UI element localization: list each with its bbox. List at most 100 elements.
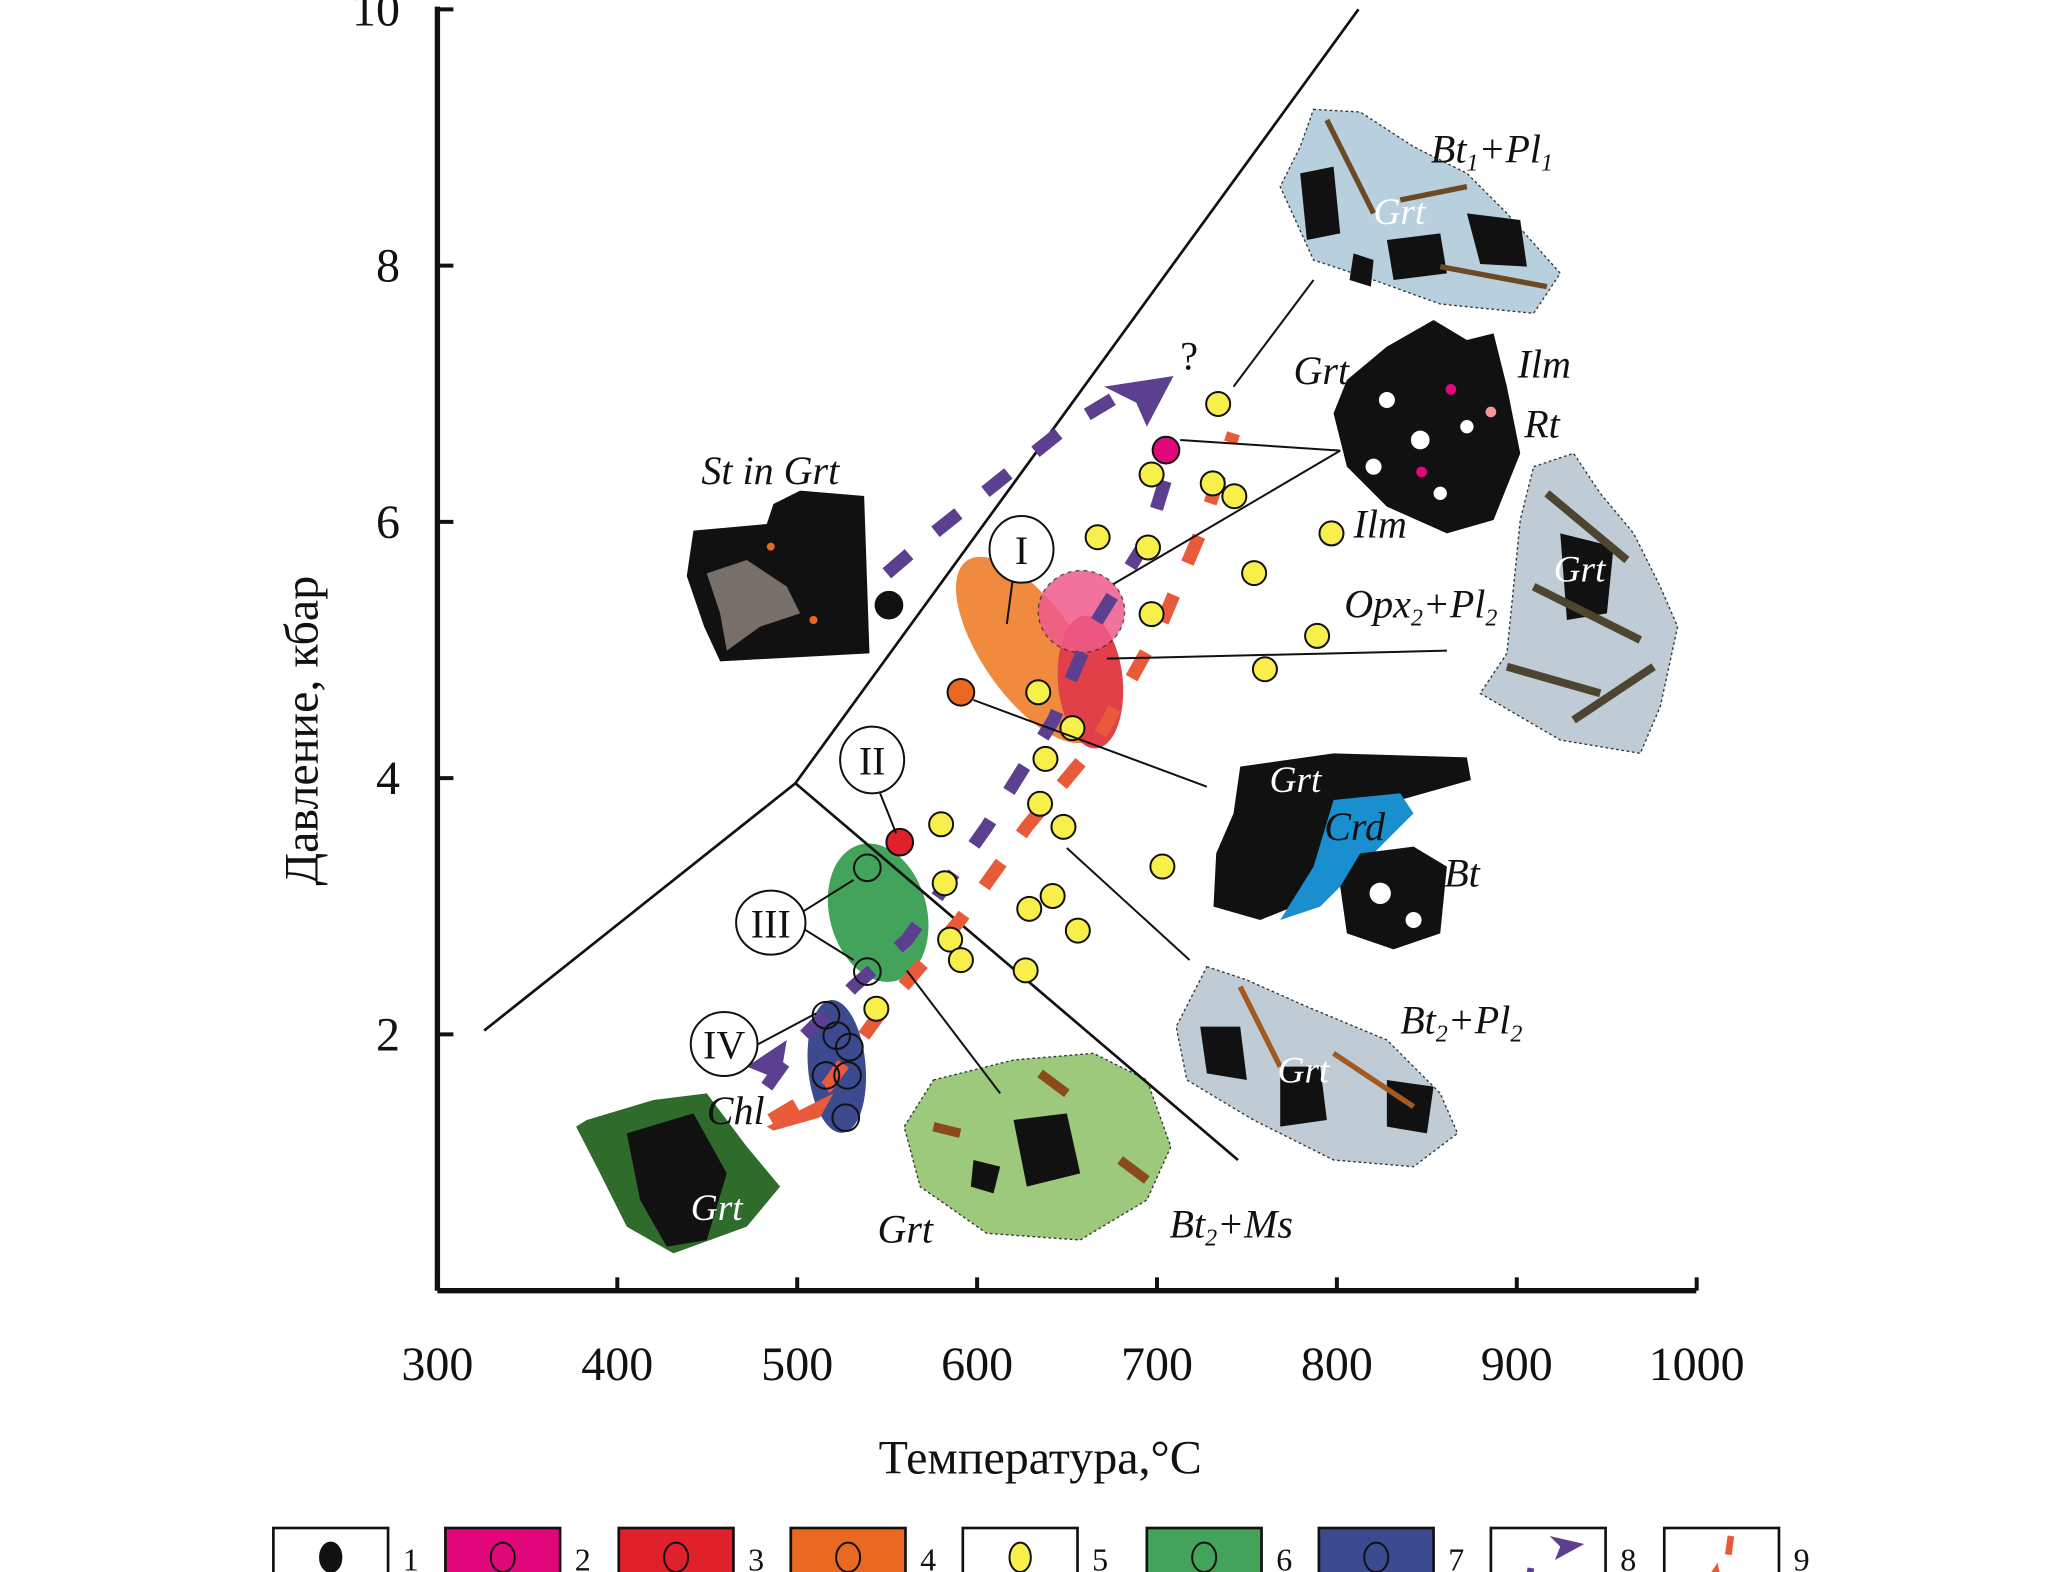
x-axis-title: Температура,°C	[879, 1431, 1202, 1484]
point-group-7	[811, 1061, 841, 1090]
rock-st-in-grt	[686, 490, 870, 662]
roman-II: II	[859, 739, 886, 784]
roman-IV: IV	[703, 1023, 745, 1068]
data-points	[811, 390, 1345, 1133]
field-2	[1037, 569, 1126, 654]
purple-dash-icon	[1526, 1567, 1535, 1572]
point-group-5	[1304, 622, 1331, 649]
label-grt-1: Grt	[1374, 192, 1427, 233]
label-bt1-pl1: Bt1+Pl1	[1431, 127, 1553, 177]
x-tick-label: 700	[1121, 1338, 1193, 1391]
annotations: St in Grt ? Bt1+Pl1 Grt Grt Ilm Rt Ilm G…	[689, 127, 1607, 1252]
rock-chl-grt	[576, 1093, 781, 1254]
red-arrow-icon	[1711, 1562, 1720, 1572]
legend-marker-icon	[663, 1541, 690, 1572]
x-tick-label: 400	[581, 1338, 653, 1391]
point-group-5	[1138, 461, 1165, 488]
point-group-5	[947, 947, 974, 974]
red-dash-icon	[1724, 1535, 1735, 1556]
label-ilm-1: Ilm	[1517, 341, 1571, 386]
point-group-5	[1134, 534, 1161, 561]
legend-label-1: 1	[403, 1542, 419, 1572]
pointer-arrows	[752, 279, 1447, 1094]
trend-9-red	[766, 431, 1240, 1131]
legend-swatch-7	[1317, 1526, 1435, 1572]
point-group-5	[1050, 813, 1077, 840]
label-rt: Rt	[1523, 401, 1560, 446]
point-group-7	[835, 1032, 864, 1062]
point-group-5	[1027, 790, 1054, 817]
point-group-2	[1151, 435, 1181, 465]
label-bt2-ms: Bt2+Ms	[1170, 1201, 1293, 1251]
roman-I: I	[1015, 528, 1028, 573]
label-question: ?	[1180, 333, 1198, 378]
label-bt: Bt	[1444, 851, 1480, 896]
legend-label-4: 4	[920, 1542, 936, 1572]
legend-label-6: 6	[1276, 1542, 1292, 1572]
point-group-5	[1221, 483, 1248, 510]
point-group-1	[874, 590, 904, 620]
legend-marker-icon	[1363, 1541, 1390, 1572]
label-grt-2: Grt	[1294, 348, 1350, 393]
legend-marker-icon	[1008, 1541, 1032, 1572]
label-opx2-pl2: Opx2+Pl2	[1344, 581, 1497, 631]
point-group-5	[931, 870, 958, 897]
x-tick-label: 900	[1481, 1338, 1553, 1391]
label-chl: Chl	[707, 1088, 765, 1133]
point-group-5	[1025, 679, 1052, 706]
legend-marker-icon	[489, 1541, 516, 1572]
x-tick-label: 1000	[1649, 1338, 1745, 1391]
y-tick-label: 10	[352, 0, 400, 36]
point-group-6	[853, 957, 882, 986]
label-crd: Crd	[1324, 804, 1386, 849]
legend-label-5: 5	[1092, 1542, 1108, 1572]
y-tick-label: 8	[376, 240, 400, 293]
point-group-5	[1084, 524, 1111, 551]
point-group-6	[853, 853, 882, 883]
legend-label-9: 9	[1794, 1542, 1810, 1572]
legend-swatch-8	[1489, 1526, 1607, 1572]
point-group-5	[1205, 390, 1232, 417]
legend: 1 2 3 4 5 6 7 8 9	[272, 1526, 1810, 1572]
legend-swatch-6	[1145, 1526, 1263, 1572]
point-group-5	[1138, 601, 1165, 628]
point-group-4	[946, 677, 976, 707]
purple-arrow-icon	[1549, 1536, 1585, 1560]
point-group-5	[1039, 883, 1066, 910]
label-grt-3: Grt	[1554, 549, 1607, 590]
ticks: 300 400 500 600 700 800 900 1000 2 4 6 8 10	[352, 0, 1745, 1391]
point-group-5	[937, 926, 964, 953]
roman-labels	[689, 514, 1055, 1077]
point-group-5	[863, 995, 890, 1022]
point-group-5	[928, 811, 955, 838]
y-axis-title: Давление, кбар	[275, 576, 328, 886]
point-group-5	[1064, 917, 1091, 944]
legend-swatch-4	[789, 1526, 907, 1572]
rock-opx2-pl2	[1479, 452, 1679, 755]
label-grt-7: Grt	[691, 1188, 744, 1229]
rock-bt2-ms	[903, 1052, 1172, 1241]
point-group-5	[1012, 957, 1039, 984]
point-group-5	[1032, 745, 1059, 772]
legend-label-3: 3	[748, 1542, 764, 1572]
axes	[434, 6, 1697, 1294]
x-tick-label: 500	[761, 1338, 833, 1391]
point-group-7	[833, 1061, 862, 1090]
point-group-3	[885, 827, 915, 857]
label-st-in-grt: St in Grt	[701, 448, 840, 493]
point-group-5	[1241, 560, 1268, 587]
label-grt-5: Grt	[1278, 1051, 1331, 1092]
point-group-5	[1199, 470, 1226, 497]
legend-marker-icon	[1191, 1541, 1218, 1572]
legend-swatch-9	[1662, 1526, 1781, 1572]
rock-bt2-pl2	[1175, 965, 1459, 1168]
x-tick-label: 600	[941, 1338, 1013, 1391]
label-bt2-pl2: Bt2+Pl2	[1400, 997, 1522, 1047]
label-grt-6: Grt	[877, 1207, 933, 1252]
legend-marker-icon	[835, 1541, 862, 1572]
point-group-5	[1149, 853, 1176, 880]
x-tick-label: 300	[401, 1338, 473, 1391]
rock-bt1-pl1	[1279, 108, 1562, 315]
point-group-7	[831, 1103, 861, 1133]
